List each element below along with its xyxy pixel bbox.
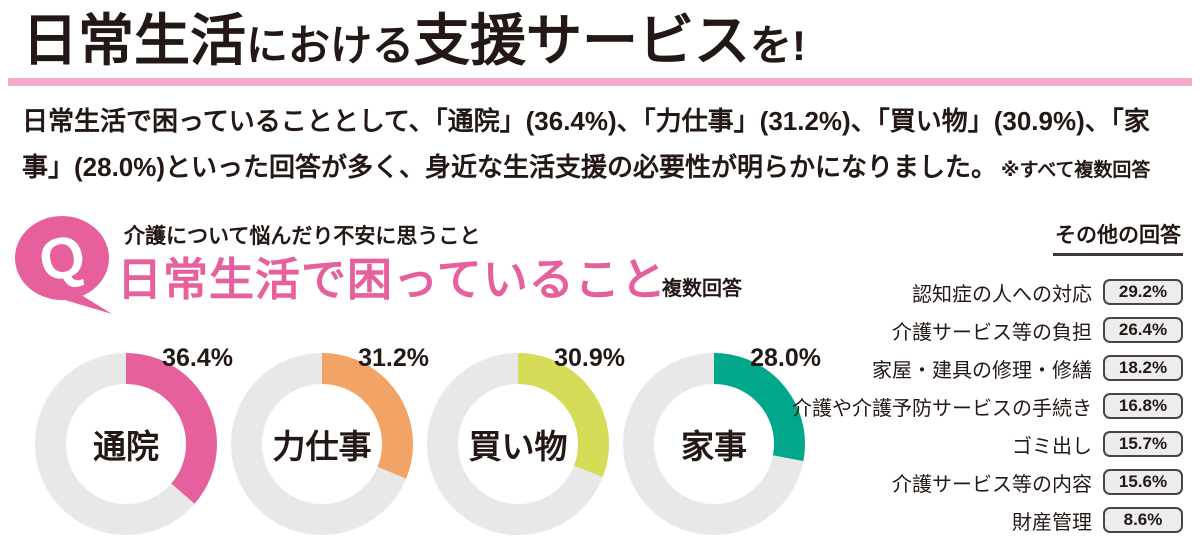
lead-line-1: 日常生活で困っていることとして、「通院」(36.4%)、「力仕事」(31.2%)… xyxy=(22,106,1150,136)
lead-line-2-text: 事」(28.0%)といった回答が多く、身近な生活支援の必要性が明らかになりました… xyxy=(22,152,998,182)
others-row: 認知症の人への対応 29.2% xyxy=(792,279,1183,306)
others-row-value-badge: 15.6% xyxy=(1103,469,1183,495)
others-row-label: 介護や介護予防サービスの手続き xyxy=(792,397,1092,420)
donut-chart-4: 家事 28.0% xyxy=(623,344,821,535)
page-title: 日常生活における支援サービスを! xyxy=(22,6,806,84)
page-title-segment: を! xyxy=(750,22,807,69)
donut-value-label: 28.0% xyxy=(750,344,821,372)
donut-value-label: 30.9% xyxy=(554,344,625,372)
donut-ring xyxy=(623,353,805,535)
others-row-label: 介護サービス等の負担 xyxy=(892,321,1092,344)
question-bubble-icon: Q xyxy=(15,216,112,314)
others-row-label: 家屋・建具の修理・修繕 xyxy=(872,359,1092,382)
others-list: 認知症の人への対応 29.2% 介護サービス等の負担 26.4% 家屋・建具の修理・修繕… xyxy=(792,279,1183,544)
others-header: その他の回答 xyxy=(1053,219,1183,256)
donut-category-label: 買い物 xyxy=(468,428,568,465)
others-row: ゴミ出し 15.7% xyxy=(792,431,1183,458)
others-row-value-badge: 26.4% xyxy=(1103,317,1183,343)
donut-category-label: 通院 xyxy=(93,428,159,465)
donut-value-label: 31.2% xyxy=(358,344,429,372)
lead-line-2: 事」(28.0%)といった回答が多く、身近な生活支援の必要性が明らかになりました… xyxy=(22,144,1192,194)
others-row-label: 財産管理 xyxy=(1012,511,1092,534)
question-context-label: 介護について悩んだり不安に思うこと xyxy=(124,225,481,248)
others-row: 財産管理 8.6% xyxy=(792,507,1183,534)
others-row: 介護サービス等の内容 15.6% xyxy=(792,469,1183,496)
page-title-segment: 支援サービス xyxy=(414,9,751,72)
page-title-segment: 日常生活 xyxy=(22,9,246,72)
others-row: 家屋・建具の修理・修繕 18.2% xyxy=(792,355,1183,382)
donut-category-label: 家事 xyxy=(681,428,747,465)
donut-ring xyxy=(35,353,217,535)
others-row-label: 認知症の人への対応 xyxy=(912,283,1092,306)
others-row-label: ゴミ出し xyxy=(1012,435,1092,458)
donut-chart-2: 力仕事 31.2% xyxy=(231,344,429,535)
others-row-value-badge: 16.8% xyxy=(1103,393,1183,419)
others-row: 介護サービス等の負担 26.4% xyxy=(792,317,1183,344)
lead-footnote: ※すべて複数回答 xyxy=(1001,160,1151,181)
donut-ring xyxy=(427,353,609,535)
others-row-value-badge: 8.6% xyxy=(1103,507,1183,533)
donut-value-label: 36.4% xyxy=(162,344,233,372)
others-row-value-badge: 29.2% xyxy=(1103,279,1183,305)
donut-chart-3: 買い物 30.9% xyxy=(427,344,625,535)
others-row: 介護や介護予防サービスの手続き 16.8% xyxy=(792,393,1183,420)
donut-category-label: 力仕事 xyxy=(272,428,372,465)
question-title: 日常生活で困っていること xyxy=(117,254,667,305)
page-title-segment: における xyxy=(246,22,415,69)
donut-ring xyxy=(231,353,413,535)
others-row-value-badge: 18.2% xyxy=(1103,355,1183,381)
others-row-label: 介護サービス等の内容 xyxy=(892,473,1092,496)
question-note: 複数回答 xyxy=(662,278,742,300)
lead-paragraph: 日常生活で困っていることとして、「通院」(36.4%)、「力仕事」(31.2%)… xyxy=(22,98,1192,194)
title-accent-bar xyxy=(8,78,1192,86)
donut-chart-1: 通院 36.4% xyxy=(35,344,233,535)
others-row-value-badge: 15.7% xyxy=(1103,431,1183,457)
